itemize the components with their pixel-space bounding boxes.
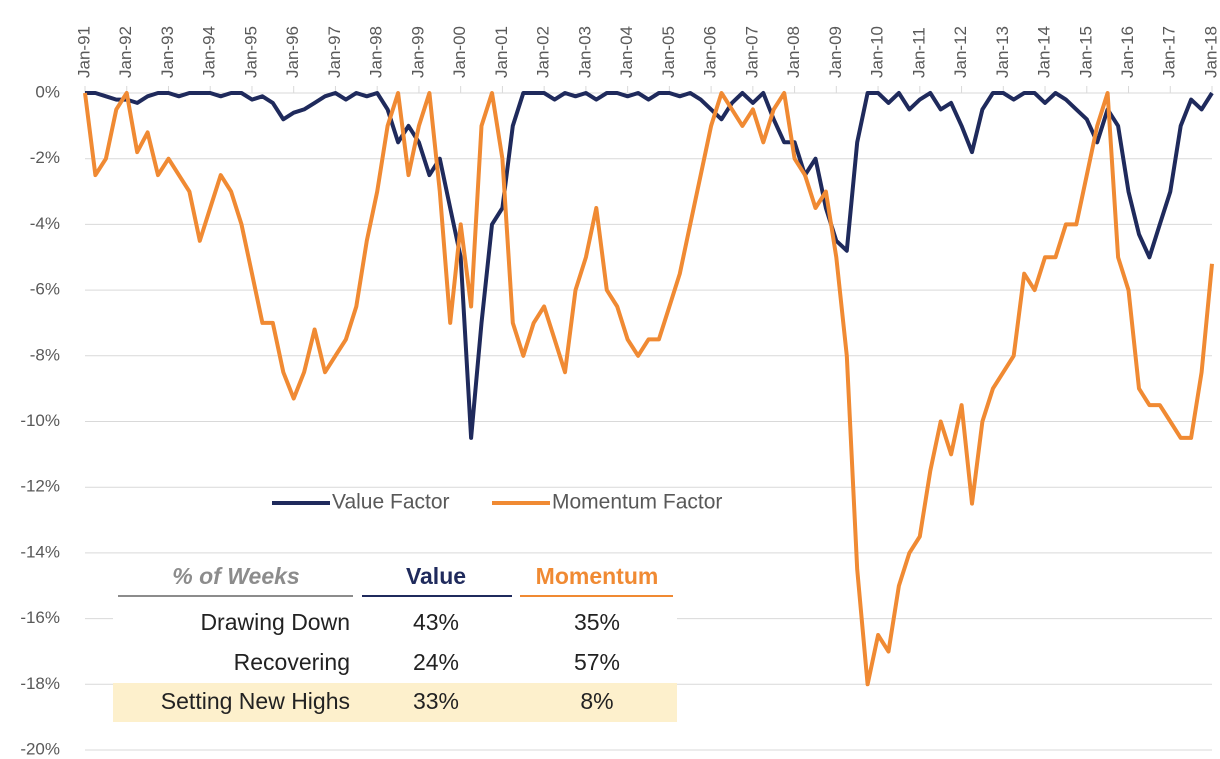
table-cell: Setting New Highs — [161, 688, 350, 714]
x-tick-label: Jan-10 — [868, 26, 887, 78]
table-cell: Drawing Down — [200, 609, 350, 635]
x-tick-label: Jan-07 — [742, 26, 761, 78]
y-tick-label: -14% — [20, 542, 60, 561]
x-tick-label: Jan-95 — [241, 26, 260, 78]
y-tick-label: -20% — [20, 739, 60, 758]
table-header: % of Weeks — [172, 563, 299, 589]
y-tick-label: -10% — [20, 411, 60, 430]
y-tick-label: -6% — [30, 280, 60, 299]
legend-label: Value Factor — [332, 491, 450, 514]
x-tick-label: Jan-15 — [1076, 26, 1095, 78]
series-line — [83, 91, 1214, 687]
table-cell: Recovering — [234, 649, 350, 675]
x-tick-label: Jan-02 — [534, 26, 553, 78]
y-tick-label: -16% — [20, 608, 60, 627]
table-cell: 33% — [413, 688, 459, 714]
table-cell: 24% — [413, 649, 459, 675]
table-cell: 35% — [574, 609, 620, 635]
y-tick-label: 0% — [35, 82, 60, 101]
table-header: Momentum — [536, 563, 659, 589]
x-tick-label: Jan-03 — [575, 26, 594, 78]
table-cell: 57% — [574, 649, 620, 675]
x-tick-label: Jan-12 — [951, 26, 970, 78]
table-cell: 43% — [413, 609, 459, 635]
x-tick-label: Jan-93 — [158, 26, 177, 78]
x-tick-label: Jan-09 — [826, 26, 845, 78]
x-tick-label: Jan-05 — [659, 26, 678, 78]
y-tick-label: -2% — [30, 148, 60, 167]
x-tick-label: Jan-16 — [1118, 26, 1137, 78]
x-tick-label: Jan-91 — [74, 26, 93, 78]
x-tick-label: Jan-04 — [617, 26, 636, 78]
legend-label: Momentum Factor — [552, 491, 722, 514]
y-tick-label: -4% — [30, 214, 60, 233]
x-tick-label: Jan-01 — [492, 26, 511, 78]
x-tick-label: Jan-06 — [701, 26, 720, 78]
y-tick-label: -18% — [20, 674, 60, 693]
x-tick-label: Jan-18 — [1201, 26, 1220, 78]
table-cell: 8% — [580, 688, 613, 714]
x-tick-label: Jan-92 — [116, 26, 135, 78]
x-tick-label: Jan-11 — [909, 27, 928, 78]
y-tick-label: -12% — [20, 477, 60, 496]
x-tick-label: Jan-17 — [1160, 26, 1179, 78]
x-tick-label: Jan-99 — [408, 26, 427, 78]
y-tick-label: -8% — [30, 345, 60, 364]
x-tick-label: Jan-08 — [784, 26, 803, 78]
x-tick-label: Jan-14 — [1035, 26, 1054, 78]
x-tick-label: Jan-00 — [450, 26, 469, 78]
x-tick-label: Jan-94 — [200, 26, 219, 78]
highlight-row — [113, 683, 677, 722]
series-line — [85, 91, 1214, 440]
x-tick-label: Jan-98 — [367, 26, 386, 78]
x-tick-label: Jan-96 — [283, 26, 302, 78]
table-header: Value — [406, 563, 466, 589]
x-tick-label: Jan-13 — [993, 26, 1012, 78]
x-tick-label: Jan-97 — [325, 26, 344, 78]
